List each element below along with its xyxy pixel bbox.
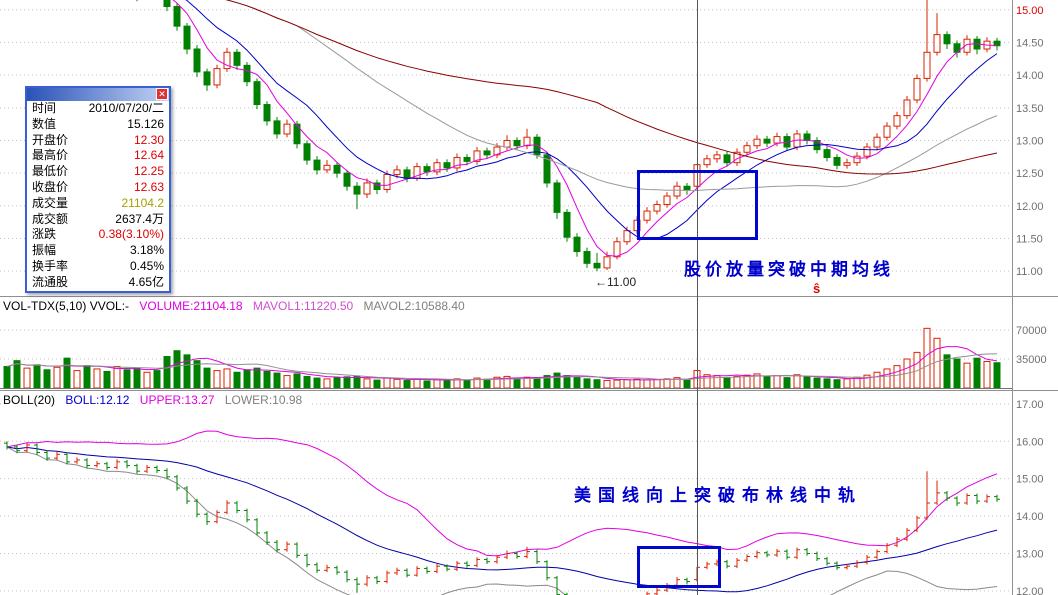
quote-row-label: 开盘价 xyxy=(32,132,69,147)
quote-row-label: 数值 xyxy=(32,116,57,131)
axis-tick-label: 11.00 xyxy=(1016,266,1043,278)
quote-row-value: 15.126 xyxy=(127,116,164,131)
quote-row-value: 2637.4万 xyxy=(115,211,164,226)
quote-row-value: 4.65亿 xyxy=(128,274,164,289)
axis-tick-label: 14.00 xyxy=(1016,70,1044,82)
axis-tick-label: 13.50 xyxy=(1016,103,1044,115)
quote-row-label: 成交量 xyxy=(32,195,69,210)
quote-row-value: 12.64 xyxy=(133,148,164,163)
axis-tick-label: 16.00 xyxy=(1016,436,1044,448)
quote-row: 涨跌 0.38(3.10%) xyxy=(27,227,169,243)
quote-row-label: 最低价 xyxy=(32,164,69,179)
axis-tick-label: 70000 xyxy=(1016,325,1047,337)
quote-row-value: 3.18% xyxy=(129,243,164,258)
axis-tick-label: 11.50 xyxy=(1016,233,1043,245)
axis-tick-label: 17.00 xyxy=(1016,399,1044,411)
quote-row-label: 时间 xyxy=(32,101,57,115)
quote-row-label: 收盘价 xyxy=(32,179,69,194)
quote-row: 最高价 12.64 xyxy=(27,148,169,164)
volume-value-label: VOLUME:21104.18 xyxy=(139,299,243,313)
quote-row: 时间 2010/07/20/二 xyxy=(27,101,169,117)
axis-tick-label: 15.00 xyxy=(1016,5,1044,17)
quote-row-value: 12.25 xyxy=(133,164,164,179)
sell-marker: ŝ xyxy=(813,281,821,296)
volume-panel xyxy=(0,327,1012,389)
quote-row-value: 2010/07/20/二 xyxy=(88,101,164,115)
axis-tick-label: 12.50 xyxy=(1016,168,1044,180)
axis-tick-label: 15.00 xyxy=(1016,474,1044,486)
quote-tooltip: ✕ 时间 2010/07/20/二数值 15.126 开盘价 12.30 最高价 12.64… xyxy=(25,86,171,293)
axis-tick-label: 14.50 xyxy=(1016,37,1044,49)
boll-upper-value-label: UPPER:13.27 xyxy=(139,393,215,407)
quote-row-value: 12.30 xyxy=(133,132,164,147)
low-price-label: ←11.00 xyxy=(595,275,637,289)
quote-row-value: 21104.2 xyxy=(121,195,165,210)
crosshair-line xyxy=(697,0,698,595)
quote-row-label: 流通股 xyxy=(32,274,69,289)
mavol2-value-label: MAVOL2:10588.40 xyxy=(363,299,465,313)
quote-row: 最低价 12.25 xyxy=(27,164,169,180)
boll-panel-header: BOLL(20) BOLL:12.12 UPPER:13.27 LOWER:10… xyxy=(3,393,310,407)
quote-row: 成交额 2637.4万 xyxy=(27,212,169,228)
quote-row-label: 振幅 xyxy=(32,243,57,258)
tooltip-titlebar[interactable]: ✕ xyxy=(27,88,169,101)
quote-row: 开盘价 12.30 xyxy=(27,133,169,149)
quote-row: 收盘价 12.63 xyxy=(27,180,169,196)
axis-tick-label: 13.00 xyxy=(1016,135,1044,147)
quote-row: 成交量 21104.2 xyxy=(27,196,169,212)
annotation-boll-note: 美国线向上突破布林线中轨 xyxy=(574,486,862,505)
quote-row-value: 0.38(3.10%) xyxy=(98,227,164,242)
quote-row: 流通股 4.65亿 xyxy=(27,275,169,291)
tooltip-rows: 时间 2010/07/20/二 数值 15.126 开盘价 12.30 最高价 12.64 最低… xyxy=(27,101,169,291)
volume-panel-header: VOL-TDX(5,10) VVOL:- VOLUME:21104.18 MAV… xyxy=(3,299,472,313)
axis-tick-label: 12.00 xyxy=(1016,201,1044,213)
axis-tick-label: 13.00 xyxy=(1016,548,1044,560)
volume-indicator-name: VOL-TDX(5,10) VVOL:- xyxy=(3,299,130,313)
quote-row-label: 最高价 xyxy=(32,148,69,163)
close-icon[interactable]: ✕ xyxy=(156,88,168,100)
quote-row-value: 12.63 xyxy=(133,179,164,194)
quote-row: 数值 15.126 xyxy=(27,117,169,133)
quote-row-value: 0.45% xyxy=(129,258,164,273)
highlight-box-boll-breakout xyxy=(637,546,721,588)
axis-tick-label: 12.00 xyxy=(1016,586,1044,595)
boll-mid-value-label: BOLL:12.12 xyxy=(65,393,130,407)
axis-tick-label: 35000 xyxy=(1016,354,1047,366)
quote-row-label: 成交额 xyxy=(32,211,69,226)
highlight-box-main-breakout xyxy=(637,170,758,240)
boll-indicator-name: BOLL(20) xyxy=(3,393,56,407)
quote-row-label: 换手率 xyxy=(32,258,69,273)
axis-tick-label: 14.00 xyxy=(1016,511,1044,523)
quote-row: 振幅 3.18% xyxy=(27,243,169,259)
quote-row-label: 涨跌 xyxy=(32,227,57,242)
annotation-main-note: 股价放量突破中期均线 xyxy=(684,260,894,279)
quote-row: 换手率 0.45% xyxy=(27,259,169,275)
boll-lower-value-label: LOWER:10.98 xyxy=(224,393,303,407)
mavol1-value-label: MAVOL1:11220.50 xyxy=(252,299,354,313)
